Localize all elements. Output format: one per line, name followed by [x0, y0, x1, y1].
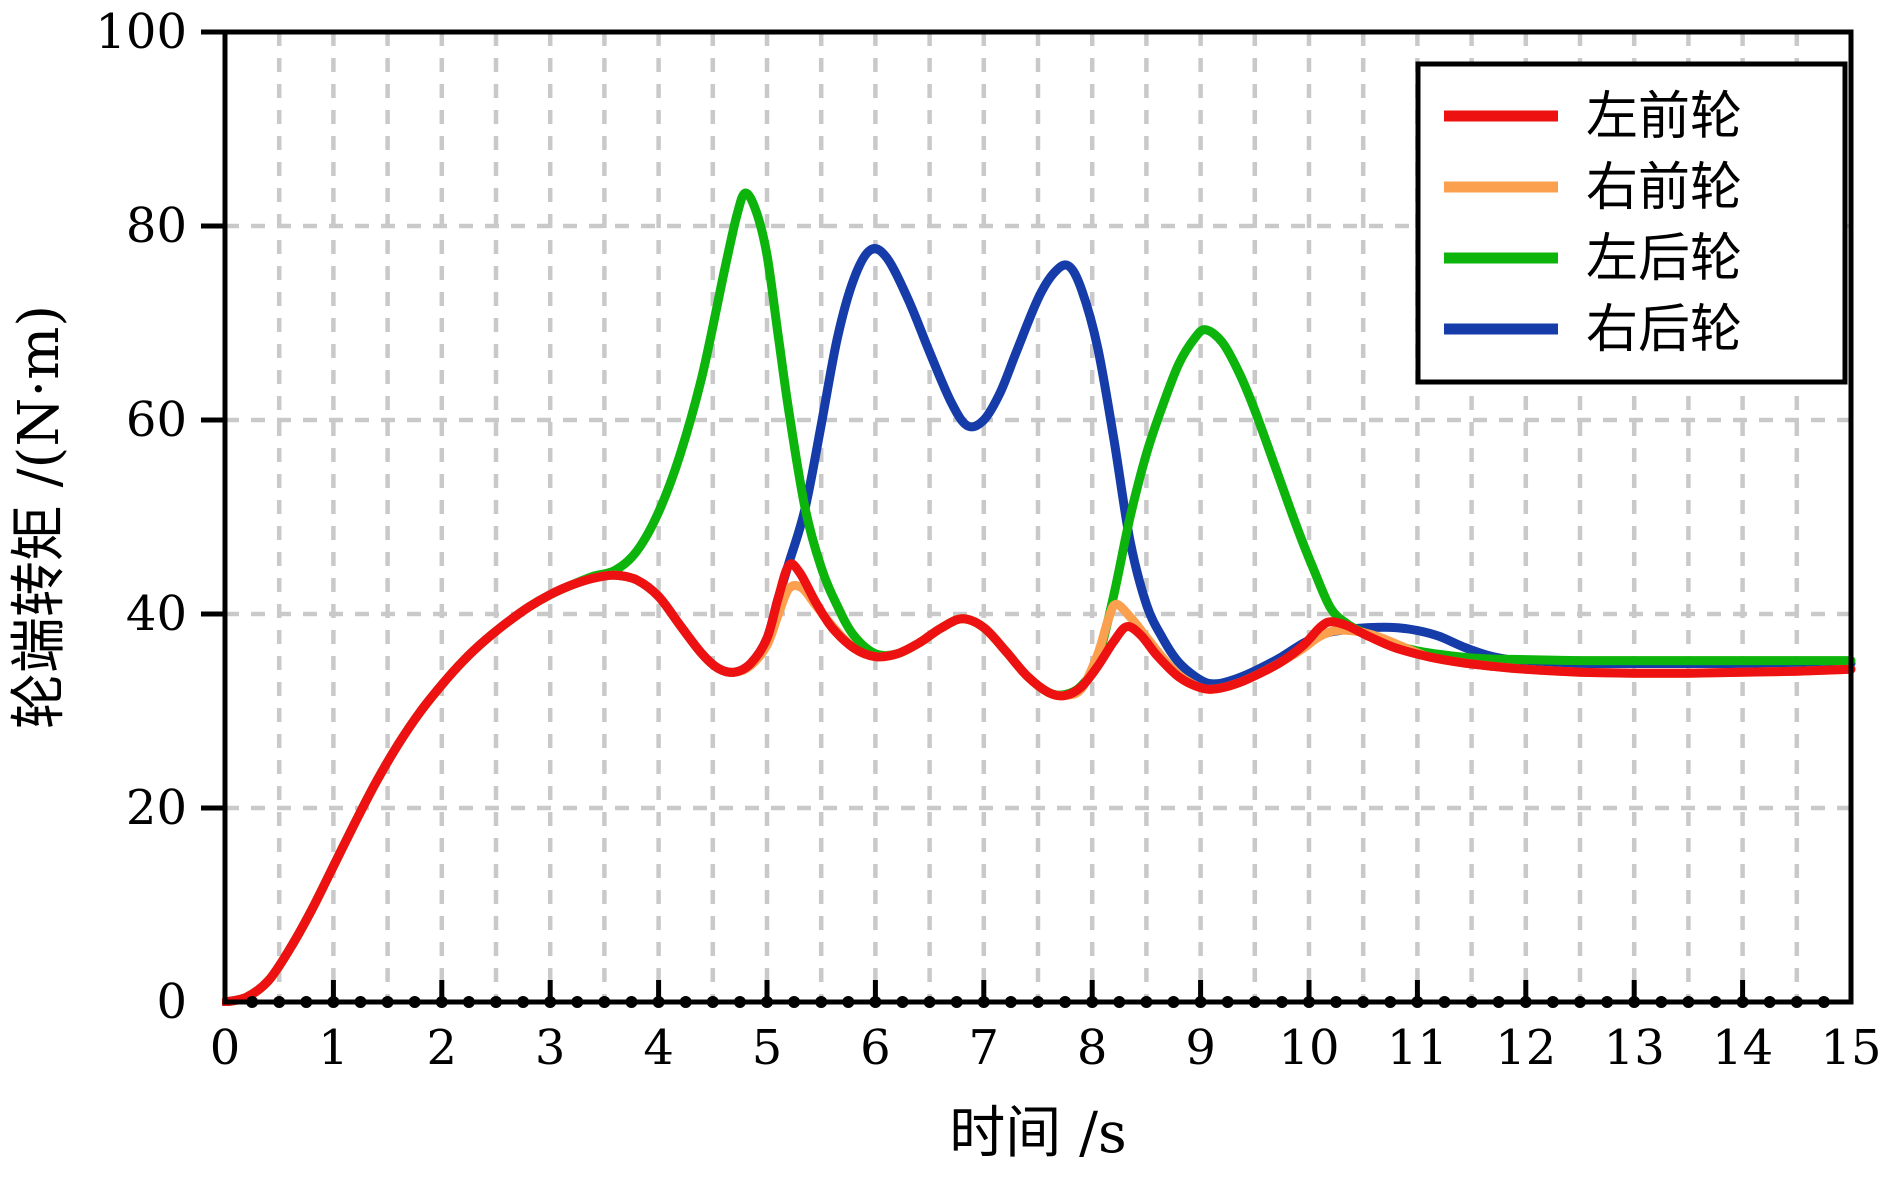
x-minor-tick-dot — [598, 996, 611, 1008]
y-tick-label: 40 — [126, 586, 187, 642]
legend-label-right-rear: 右后轮 — [1586, 300, 1742, 360]
x-minor-tick-dot — [1384, 996, 1397, 1008]
x-minor-tick-dot — [1086, 996, 1099, 1008]
x-minor-tick-dot — [273, 996, 286, 1008]
x-minor-tick-dot — [1438, 996, 1451, 1008]
x-minor-tick-dot — [462, 996, 475, 1008]
y-tick-label: 100 — [95, 4, 187, 60]
x-minor-tick-dot — [733, 996, 746, 1008]
x-minor-tick-dot — [300, 996, 313, 1008]
x-tick-label: 12 — [1495, 1020, 1556, 1076]
x-minor-tick-dot — [977, 996, 990, 1008]
y-tick-label: 0 — [156, 974, 187, 1030]
x-minor-tick-dot — [1546, 996, 1559, 1008]
x-minor-tick-dot — [1004, 996, 1017, 1008]
x-minor-tick-dot — [1736, 996, 1749, 1008]
x-minor-tick-dot — [1492, 996, 1505, 1008]
x-tick-label: 5 — [752, 1020, 783, 1076]
x-minor-tick-dot — [1682, 996, 1695, 1008]
axes-frame — [201, 29, 1854, 1008]
x-tick-label: 1 — [318, 1020, 349, 1076]
y-axis-label: 轮端转矩 /(N·m) — [7, 305, 72, 729]
x-tick-label: 2 — [427, 1020, 458, 1076]
legend-label-left-front: 左前轮 — [1586, 87, 1742, 147]
x-tick-label: 6 — [860, 1020, 891, 1076]
x-minor-tick-dot — [1167, 996, 1180, 1008]
x-minor-tick-dot — [408, 996, 421, 1008]
x-minor-tick-dot — [381, 996, 394, 1008]
y-tick-label: 80 — [126, 198, 187, 254]
x-minor-tick-dot — [950, 996, 963, 1008]
x-tick-label: 9 — [1185, 1020, 1216, 1076]
x-minor-tick-dot — [1655, 996, 1668, 1008]
x-minor-tick-dot — [1032, 996, 1044, 1008]
x-minor-tick-dot — [1275, 996, 1288, 1008]
x-tick-label: 14 — [1712, 1020, 1773, 1076]
legend-label-left-rear: 左后轮 — [1586, 229, 1742, 289]
x-minor-tick-dot — [517, 996, 530, 1008]
x-minor-tick-dot — [788, 996, 801, 1008]
x-minor-tick-dot — [761, 996, 773, 1008]
x-minor-tick-dot — [652, 996, 665, 1008]
x-minor-tick-dot — [544, 996, 557, 1008]
series-left-front-curve — [222, 559, 1856, 1006]
x-minor-tick-dot — [1140, 996, 1153, 1008]
x-minor-tick-dot — [1763, 996, 1776, 1008]
x-minor-tick-dot — [1790, 996, 1803, 1008]
x-tick-label: 4 — [643, 1020, 674, 1076]
x-minor-tick-dot — [679, 996, 692, 1008]
x-minor-tick-dot — [1817, 996, 1830, 1008]
y-tick-label: 60 — [126, 392, 187, 448]
x-minor-tick-dot — [842, 996, 855, 1008]
x-minor-tick-dot — [246, 996, 259, 1008]
x-minor-tick-dot — [1519, 996, 1532, 1008]
x-minor-tick-dot — [1709, 996, 1722, 1008]
x-minor-tick-dot — [435, 996, 448, 1008]
x-minor-tick-dot — [1465, 996, 1478, 1008]
x-axis-label: 时间 /s — [949, 1101, 1126, 1166]
x-tick-label: 15 — [1820, 1020, 1881, 1076]
x-minor-tick-dot — [1221, 996, 1234, 1008]
x-minor-tick-dot — [896, 996, 909, 1008]
x-tick-label: 13 — [1604, 1020, 1665, 1076]
x-minor-tick-dot — [815, 996, 828, 1008]
x-minor-tick-dot — [706, 996, 719, 1008]
x-minor-tick-dot — [1357, 996, 1370, 1008]
x-tick-label: 8 — [1077, 1020, 1108, 1076]
data-curves — [222, 188, 1856, 1006]
x-tick-label: 10 — [1278, 1020, 1339, 1076]
x-minor-tick-dot — [1303, 996, 1315, 1008]
x-minor-tick-dot — [1194, 996, 1207, 1008]
x-tick-label: 7 — [969, 1020, 1000, 1076]
x-minor-tick-dot — [1411, 996, 1424, 1008]
x-tick-label: 0 — [210, 1020, 241, 1076]
x-tick-label: 3 — [535, 1020, 566, 1076]
x-minor-tick-dot — [354, 996, 367, 1008]
x-minor-tick-dot — [1330, 996, 1343, 1008]
x-minor-tick-dot — [1628, 996, 1641, 1008]
x-minor-tick-dot — [869, 996, 882, 1008]
x-minor-tick-dot — [1601, 996, 1614, 1008]
x-minor-tick-dot — [571, 996, 584, 1008]
x-minor-tick-dot — [1113, 996, 1126, 1008]
x-minor-tick-dot — [327, 996, 340, 1008]
x-minor-tick-dot — [1059, 996, 1072, 1008]
x-minor-tick-dot — [923, 996, 936, 1008]
x-minor-tick-dot — [490, 996, 502, 1008]
legend-label-right-front: 右前轮 — [1586, 158, 1742, 218]
x-tick-label: 11 — [1387, 1020, 1448, 1076]
y-tick-label: 20 — [126, 780, 187, 836]
x-minor-tick-dot — [1574, 996, 1586, 1008]
x-minor-tick-dot — [1248, 996, 1261, 1008]
x-minor-tick-dot — [625, 996, 638, 1008]
